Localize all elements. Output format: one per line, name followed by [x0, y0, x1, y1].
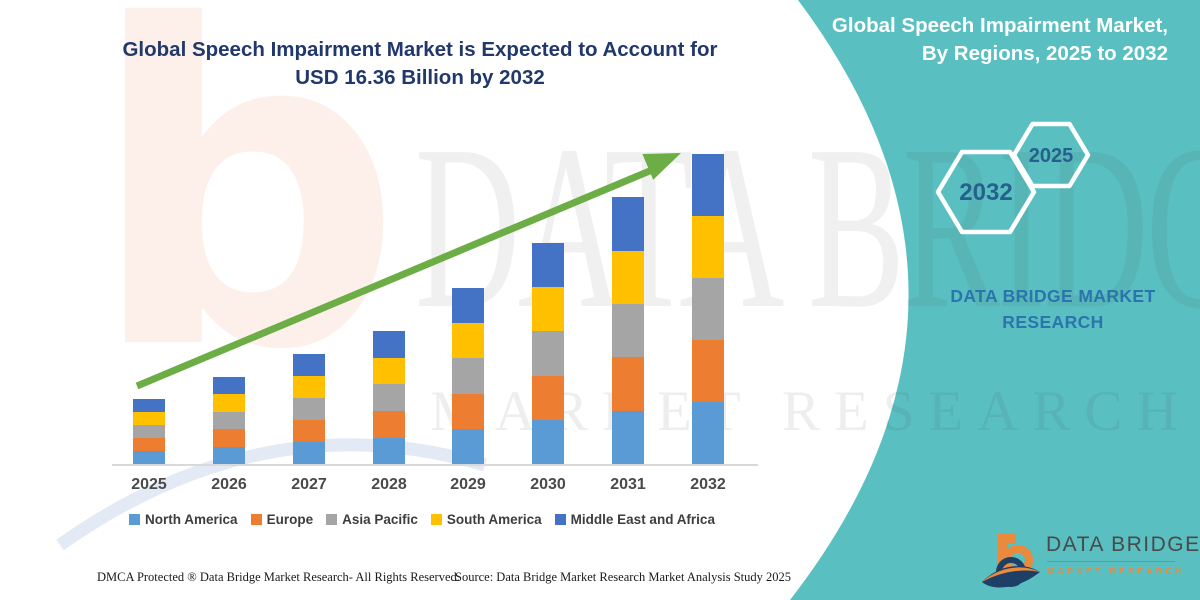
stacked-bar-2030: [532, 242, 564, 464]
source-note: Source: Data Bridge Market Research Mark…: [455, 570, 792, 584]
bar-segment-2032-north-america: [692, 402, 724, 464]
databridge-logo-mark-icon: [982, 534, 1040, 588]
bar-segment-2025-south-america: [133, 411, 165, 425]
x-axis-label-2025: 2025: [131, 476, 167, 493]
legend-swatch-icon: [554, 514, 566, 525]
databridge-logo: DATA BRIDGE MARKET RESEARCH: [980, 528, 1199, 594]
stacked-bar-2029: [452, 288, 484, 464]
panel-brand-line1: DATA BRIDGE MARKET: [950, 286, 1156, 306]
bar-segment-2027-north-america: [293, 442, 325, 464]
bar-segment-2028-middle-east-and-africa: [373, 331, 405, 358]
legend-item-asia-pacific: Asia Pacific: [326, 512, 418, 527]
bar-segment-2030-asia-pacific: [532, 331, 564, 376]
x-axis-line: [112, 464, 758, 466]
x-axis-label-2029: 2029: [450, 476, 486, 493]
bar-segment-2030-north-america: [532, 419, 564, 464]
bar-segment-2026-asia-pacific: [213, 411, 245, 430]
legend-item-middle-east-and-africa: Middle East and Africa: [554, 512, 715, 527]
legend-item-europe: Europe: [250, 512, 314, 527]
x-axis-label-2030: 2030: [530, 476, 566, 493]
stacked-bar-2027: [293, 354, 325, 464]
bar-segment-2029-south-america: [452, 323, 484, 359]
x-axis-label-2032: 2032: [690, 476, 726, 493]
dmca-notice: DMCA Protected ® Data Bridge Market Rese…: [97, 570, 460, 584]
legend-swatch-icon: [250, 514, 262, 525]
bar-segment-2032-europe: [692, 340, 724, 402]
bar-segment-2030-south-america: [532, 287, 564, 332]
bar-segment-2027-south-america: [293, 376, 325, 398]
panel-title-line1: Global Speech Impairment Market,: [831, 14, 1168, 37]
bar-segment-2029-europe: [452, 393, 484, 429]
x-axis-label-2027: 2027: [291, 476, 327, 493]
legend-item-south-america: South America: [430, 512, 542, 527]
bar-segment-2030-europe: [532, 375, 564, 420]
logo-divider: [1047, 561, 1175, 562]
legend-label: Middle East and Africa: [570, 512, 715, 527]
bar-segment-2032-middle-east-and-africa: [692, 153, 724, 216]
stacked-bar-2031: [612, 197, 644, 464]
bar-segment-2031-south-america: [612, 250, 644, 304]
legend-swatch-icon: [129, 514, 141, 525]
bar-segment-2026-north-america: [213, 446, 245, 464]
bar-segment-2026-middle-east-and-africa: [213, 377, 245, 395]
bar-segment-2031-middle-east-and-africa: [612, 197, 644, 251]
x-axis-label-2026: 2026: [211, 476, 247, 493]
bar-segment-2031-north-america: [612, 410, 644, 464]
bar-segment-2029-asia-pacific: [452, 358, 484, 394]
bar-segment-2030-middle-east-and-africa: [532, 242, 564, 288]
bar-segment-2031-europe: [612, 357, 644, 411]
bar-segment-2031-asia-pacific: [612, 303, 644, 358]
legend-label: Europe: [266, 512, 314, 527]
chart-title-line2: USD 16.36 Billion by 2032: [295, 66, 545, 89]
hexagon-2032-label: 2032: [959, 179, 1012, 206]
bar-segment-2025-asia-pacific: [133, 424, 165, 438]
bar-segment-2027-asia-pacific: [293, 398, 325, 420]
hexagon-2025: [1011, 121, 1091, 189]
chart-legend: North America Europe Asia Pacific South Ame…: [90, 512, 754, 527]
bar-segment-2026-south-america: [213, 394, 245, 412]
panel-brand-text: DATA BRIDGE MARKET RESEARCH: [928, 283, 1178, 335]
bar-segment-2027-europe: [293, 420, 325, 442]
bar-segment-2029-north-america: [452, 428, 484, 464]
bar-segment-2027-middle-east-and-africa: [293, 354, 325, 376]
chart-title-line1: Global Speech Impairment Market is Expec…: [122, 38, 718, 61]
stacked-bar-2026: [213, 377, 245, 464]
year-hexagons: 2032 2025: [935, 121, 1091, 235]
x-axis-label-2028: 2028: [371, 476, 407, 493]
legend-label: South America: [446, 512, 542, 527]
logo-name-text: DATA BRIDGE: [1046, 533, 1200, 556]
bar-segment-2029-middle-east-and-africa: [452, 288, 484, 324]
bar-segment-2028-europe: [373, 411, 405, 438]
bar-segment-2026-europe: [213, 429, 245, 447]
stacked-bar-2028: [373, 331, 405, 464]
legend-label: Asia Pacific: [342, 512, 418, 527]
panel-brand-line2: RESEARCH: [1002, 312, 1104, 332]
legend-item-north-america: North America: [129, 512, 238, 527]
hexagon-2025-label: 2025: [1029, 145, 1074, 167]
bar-segment-2025-europe: [133, 437, 165, 451]
bar-segment-2025-north-america: [133, 450, 165, 464]
stacked-bar-2032: [692, 153, 724, 464]
legend-swatch-icon: [430, 514, 442, 525]
bar-segment-2028-asia-pacific: [373, 384, 405, 411]
panel-title-line2: By Regions, 2025 to 2032: [921, 42, 1168, 65]
bar-segment-2028-north-america: [373, 437, 405, 464]
hexagon-2032: [935, 149, 1037, 235]
bar-segment-2032-asia-pacific: [692, 278, 724, 340]
logo-subtitle-text: MARKET RESEARCH: [1047, 566, 1185, 576]
stacked-bar-2025: [133, 398, 165, 464]
bar-segment-2032-south-america: [692, 216, 724, 278]
panel-title: Global Speech Impairment Market, By Regi…: [810, 12, 1168, 68]
legend-label: North America: [145, 512, 238, 527]
bar-segment-2028-south-america: [373, 357, 405, 385]
x-axis-label-2031: 2031: [610, 476, 646, 493]
legend-swatch-icon: [326, 514, 338, 525]
chart-title: Global Speech Impairment Market is Expec…: [90, 36, 750, 92]
bar-segment-2025-middle-east-and-africa: [133, 398, 165, 412]
